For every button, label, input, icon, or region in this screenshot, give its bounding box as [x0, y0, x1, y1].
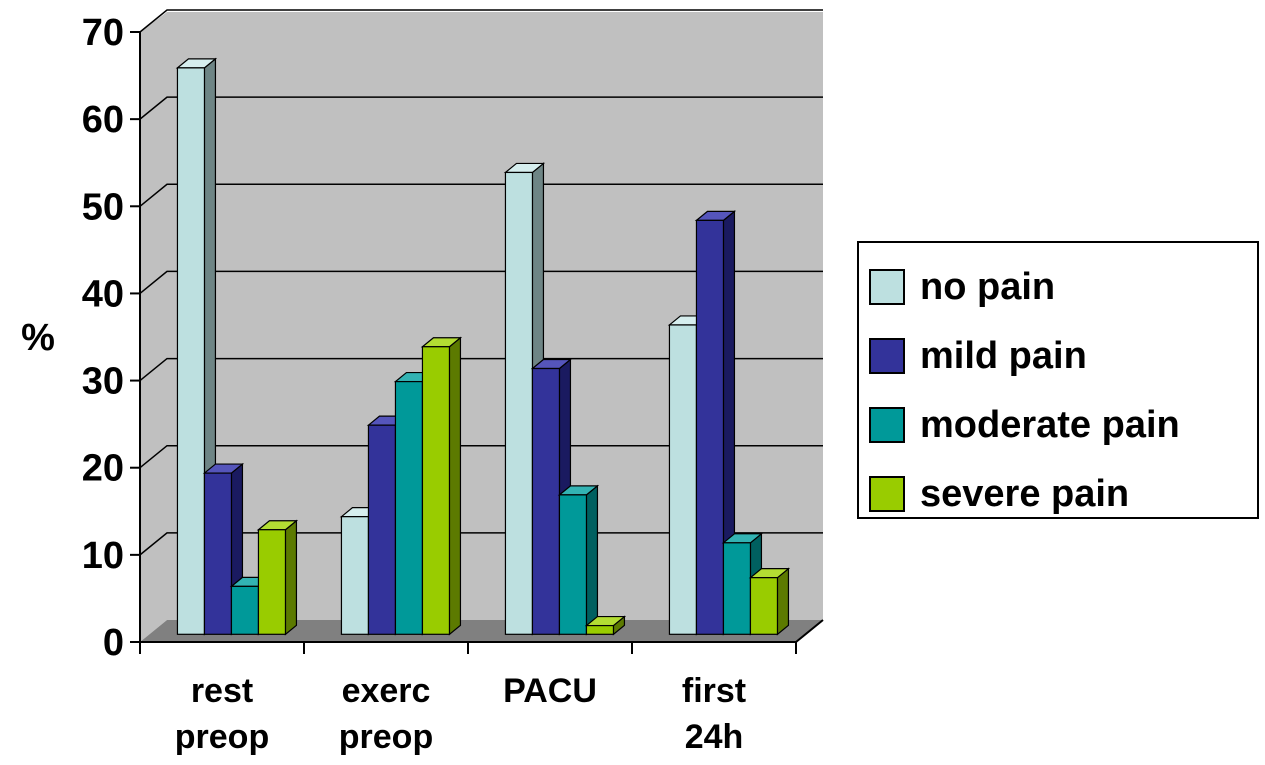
gridline: [139, 532, 823, 556]
legend-entry: moderate pain: [920, 404, 1180, 446]
legend-entry: severe pain: [920, 473, 1129, 515]
bar: [557, 484, 600, 636]
legend-swatch: [869, 407, 905, 443]
bar-front: [504, 171, 534, 635]
bar-side: [585, 484, 599, 636]
bar-front: [668, 324, 698, 635]
legend-box: [857, 241, 1259, 519]
x-tick-label: preop: [175, 718, 269, 756]
x-tick-label: rest: [191, 672, 253, 710]
legend-swatch: [869, 269, 905, 305]
bars: [175, 57, 791, 636]
bar: [748, 567, 791, 636]
bar-side: [284, 519, 298, 636]
bar-front: [340, 516, 370, 635]
bar-front: [558, 494, 588, 635]
bar-side: [448, 336, 462, 636]
x-tick-label: 24h: [685, 718, 744, 756]
y-tick-label: 50: [82, 186, 124, 228]
y-tick-label: 60: [82, 99, 124, 141]
bar: [256, 519, 299, 636]
bar-front: [722, 542, 752, 635]
bar: [694, 210, 737, 636]
y-tick-label: 0: [103, 622, 124, 664]
bar-front: [367, 424, 397, 635]
bar-front: [749, 577, 779, 635]
gridline: [139, 270, 823, 295]
bar: [420, 336, 463, 636]
bar: [584, 615, 627, 636]
gridline: [139, 96, 823, 120]
gridline: [139, 357, 823, 382]
x-tick-label: preop: [339, 718, 433, 756]
bar-front: [394, 380, 424, 635]
legend-entry: no pain: [920, 266, 1055, 308]
bar-front: [203, 472, 233, 635]
y-tick-label: 40: [82, 273, 124, 315]
gridline: [139, 9, 823, 33]
bar-front: [585, 624, 615, 635]
bar-front: [257, 529, 287, 635]
gridlines: [139, 9, 823, 556]
y-tick-label: 10: [82, 535, 124, 577]
x-tick-labels: rest preop exerc preop PACU first 24h: [139, 642, 797, 756]
bar-front: [230, 585, 260, 635]
y-tick-labels: 0 10 20 30 40 50 60 70: [82, 12, 140, 664]
bar-side: [776, 567, 790, 636]
bar-front: [176, 67, 206, 635]
back-wall: [167, 12, 823, 620]
bar-front: [421, 346, 451, 635]
bar-front: [695, 219, 725, 635]
x-tick-label: exerc: [342, 672, 431, 710]
y-tick-label: 20: [82, 448, 124, 490]
bar-front: [531, 367, 561, 635]
floor: [140, 620, 823, 642]
y-tick-label: 70: [82, 12, 124, 54]
y-tick-label: 30: [82, 361, 124, 403]
legend-swatch: [869, 338, 905, 374]
gridline: [139, 183, 823, 207]
floor-edge: [795, 619, 824, 643]
legend-entry: mild pain: [920, 335, 1087, 377]
x-tick-label: first: [682, 672, 746, 710]
x-tick-label: PACU: [503, 672, 597, 710]
left-wall: [140, 12, 167, 642]
gridline: [139, 444, 823, 469]
legend-swatch: [869, 476, 905, 512]
y-axis-label: %: [21, 317, 55, 359]
legend: no pain mild pain moderate pain severe pain: [857, 241, 1259, 519]
